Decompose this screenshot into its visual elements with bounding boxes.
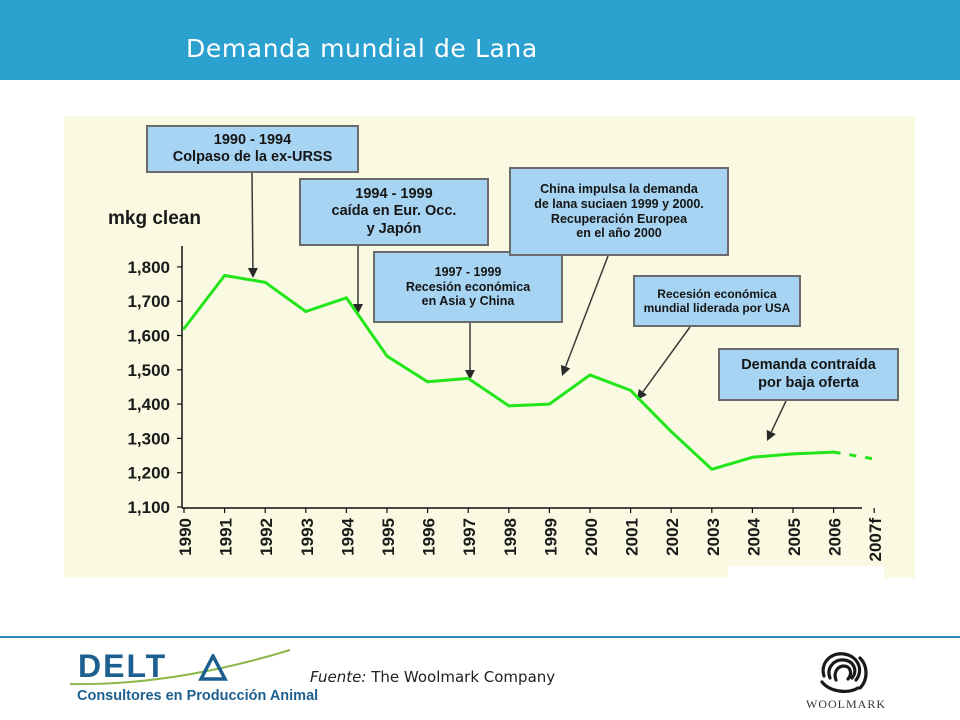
annotation-arrowhead bbox=[353, 304, 363, 314]
delta-subtitle: Consultores en Producción Animal bbox=[77, 688, 319, 704]
data-point bbox=[588, 373, 592, 377]
annotation-box: China impulsa la demanda de lana suciaen… bbox=[509, 167, 729, 256]
y-tick-label: 1,800 bbox=[127, 258, 170, 277]
annotation-arrowhead bbox=[637, 388, 647, 400]
woolmark-wordmark: WOOLMARK bbox=[806, 697, 886, 711]
delta-swoosh-icon bbox=[69, 649, 291, 686]
annotation-arrowhead bbox=[247, 267, 258, 278]
delta-logo: DELT Consultores en Producción Animal bbox=[62, 646, 318, 712]
header-bar: Demanda mundial de Lana bbox=[0, 0, 960, 80]
x-tick-label: 1997 bbox=[460, 518, 479, 556]
source-text: The Woolmark Company bbox=[371, 668, 556, 686]
x-tick-label: 1994 bbox=[338, 517, 357, 555]
x-tick-label: 2002 bbox=[663, 518, 682, 556]
data-point bbox=[466, 376, 470, 380]
source-label: Fuente: bbox=[310, 668, 367, 686]
y-axis-label: mkg clean bbox=[108, 208, 201, 229]
footer-divider bbox=[0, 636, 960, 638]
annotation-box: 1990 - 1994 Colpaso de la ex-URSS bbox=[146, 125, 359, 173]
annotation-arrow bbox=[564, 255, 609, 367]
annotation-box: Recesión económica mundial liderada por … bbox=[633, 275, 801, 327]
y-tick-label: 1,500 bbox=[127, 361, 170, 380]
annotation-box: 1994 - 1999 caída en Eur. Occ. y Japón bbox=[299, 178, 489, 246]
data-point bbox=[629, 388, 632, 392]
x-tick-label: 1996 bbox=[420, 518, 439, 556]
x-tick-label: 2007f bbox=[866, 518, 885, 562]
annotation-arrowhead bbox=[766, 429, 776, 441]
x-tick-label: 2001 bbox=[623, 518, 642, 556]
data-point bbox=[426, 380, 429, 384]
x-tick-label: 1998 bbox=[501, 518, 520, 556]
delta-triangle-icon bbox=[198, 654, 228, 681]
data-point bbox=[751, 455, 754, 459]
x-tick-label: 2004 bbox=[744, 517, 763, 555]
data-point bbox=[710, 467, 714, 471]
annotation-arrow bbox=[642, 326, 691, 393]
delta-wordmark: DELT bbox=[78, 648, 168, 684]
y-tick-label: 1,700 bbox=[127, 292, 170, 311]
forecast-line bbox=[833, 450, 875, 461]
woolmark-icon bbox=[820, 652, 868, 693]
data-point bbox=[548, 402, 551, 406]
x-tick-label: 2003 bbox=[704, 518, 723, 556]
data-point bbox=[223, 274, 227, 277]
page-title: Demanda mundial de Lana bbox=[186, 34, 538, 63]
x-tick-label: 1995 bbox=[379, 518, 398, 556]
x-tick-label: 1991 bbox=[217, 518, 236, 556]
x-tick-label: 1992 bbox=[257, 518, 276, 556]
data-point bbox=[345, 296, 348, 300]
x-tick-label: 2005 bbox=[785, 518, 804, 556]
data-point bbox=[507, 404, 511, 408]
data-point bbox=[182, 327, 186, 331]
data-point bbox=[304, 310, 308, 313]
annotation-arrowhead bbox=[560, 364, 571, 376]
x-tick-label: 1990 bbox=[176, 518, 195, 556]
data-point bbox=[791, 452, 795, 456]
y-tick-label: 1,300 bbox=[127, 429, 170, 448]
y-tick-label: 1,200 bbox=[127, 464, 170, 483]
annotation-arrow bbox=[251, 172, 254, 269]
annotation-arrowhead bbox=[465, 370, 475, 380]
x-tick-label: 1999 bbox=[541, 518, 560, 556]
data-point bbox=[669, 430, 673, 433]
data-point bbox=[263, 280, 267, 284]
annotation-arrow bbox=[770, 400, 787, 433]
x-tick-label: 1993 bbox=[298, 518, 317, 556]
y-tick-label: 1,600 bbox=[127, 327, 170, 346]
data-point bbox=[385, 354, 389, 358]
annotation-box: Demanda contraída por baja oferta bbox=[718, 348, 899, 401]
plot-corner-patch bbox=[728, 566, 884, 580]
y-tick-label: 1,400 bbox=[127, 395, 170, 414]
y-tick-label: 1,100 bbox=[127, 498, 170, 517]
x-tick-label: 2000 bbox=[582, 518, 601, 556]
x-tick-label: 2006 bbox=[826, 518, 845, 556]
source-citation: Fuente: The Woolmark Company bbox=[310, 668, 555, 686]
annotation-box: 1997 - 1999 Recesión económica en Asia y… bbox=[373, 251, 563, 323]
plot-background bbox=[64, 116, 915, 578]
